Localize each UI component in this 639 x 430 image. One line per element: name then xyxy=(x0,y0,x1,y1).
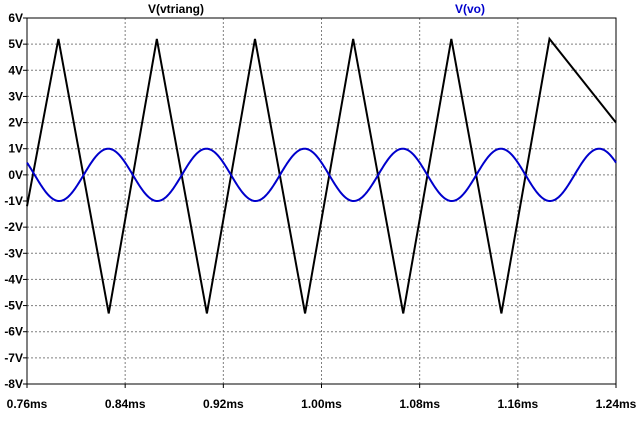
x-tick-label: 1.08ms xyxy=(399,397,440,411)
series-layer xyxy=(26,36,617,314)
legend-label-vo: V(vo) xyxy=(455,2,485,16)
y-tick-label: -7V xyxy=(4,351,23,365)
y-tick-label: -8V xyxy=(4,377,23,391)
legend-label-vtriang: V(vtriang) xyxy=(148,2,204,16)
axes: 0.76ms 0.84ms 0.92ms 1.00ms 1.08ms 1.16ms 1.24… xyxy=(4,11,636,411)
series-line-0 xyxy=(26,36,617,314)
x-tick-label: 0.76ms xyxy=(7,397,48,411)
x-tick-label: 1.16ms xyxy=(497,397,538,411)
y-tick-label: -1V xyxy=(4,194,23,208)
x-tick-label: 0.92ms xyxy=(203,397,244,411)
y-tick-label: 6V xyxy=(8,11,23,25)
y-tick-label: 0V xyxy=(8,168,23,182)
series-line-1 xyxy=(26,147,617,203)
y-tick-label: -4V xyxy=(4,272,23,286)
y-tick-label: -2V xyxy=(4,220,23,234)
y-tick-label: 2V xyxy=(8,116,23,130)
y-tick-label: -5V xyxy=(4,299,23,313)
y-tick-label: -6V xyxy=(4,325,23,339)
y-tick-label: -3V xyxy=(4,246,23,260)
y-tick-label: 5V xyxy=(8,37,23,51)
y-tick-label: 4V xyxy=(8,63,23,77)
y-tick-label: 3V xyxy=(8,89,23,103)
y-tick-label: 1V xyxy=(8,142,23,156)
x-tick-label: 0.84ms xyxy=(105,397,146,411)
legend: V(vtriang) V(vo) xyxy=(148,2,485,16)
x-tick-label: 1.00ms xyxy=(301,397,342,411)
grid xyxy=(26,17,617,385)
x-tick-label: 1.24ms xyxy=(596,397,637,411)
